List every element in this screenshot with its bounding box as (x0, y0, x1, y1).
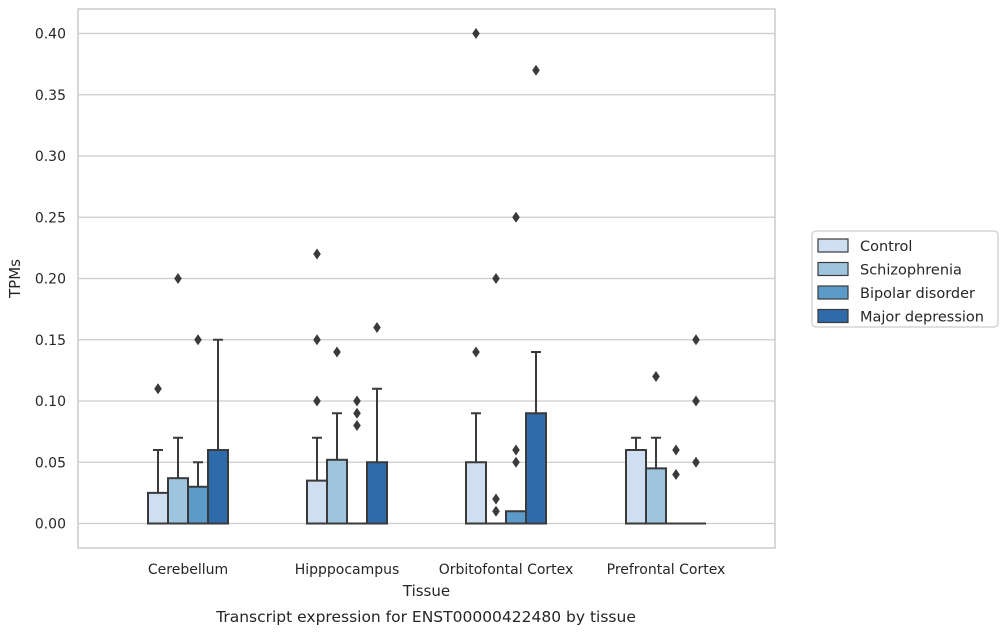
box-control (465, 28, 487, 525)
y-tick-label: 0.20 (35, 272, 66, 288)
outlier-point (492, 493, 500, 505)
box-bipolar-disorder (347, 395, 367, 525)
outlier-point (353, 395, 361, 407)
plot-frame (77, 8, 776, 549)
outlier-point (492, 505, 500, 517)
outlier-point (353, 420, 361, 431)
y-axis: 0.00 0.05 0.10 0.15 0.20 0.25 0.30 0.35 0.40 (35, 27, 66, 533)
box-control (306, 248, 328, 525)
box-rect (625, 449, 647, 525)
box-control (147, 383, 169, 525)
outlier-point (692, 395, 700, 407)
legend-label: Schizophrenia (860, 263, 962, 279)
legend-label: Bipolar disorder (860, 286, 975, 302)
box-rect (525, 412, 547, 525)
x-tick-label: Cerebellum (148, 562, 228, 578)
box-schizophrenia (645, 371, 667, 525)
legend-label: Control (860, 239, 912, 255)
outlier-point (174, 273, 182, 284)
x-tick-label: Orbitofontal Cortex (439, 562, 574, 578)
outlier-point (692, 334, 700, 346)
outlier-point (672, 444, 680, 456)
box-schizophrenia (167, 273, 189, 525)
box-bipolar-disorder (666, 444, 686, 525)
x-tick-label: Hipppocampus (295, 562, 400, 578)
box-rect (306, 479, 328, 525)
outlier-point (672, 469, 680, 480)
box-rect (465, 461, 487, 525)
outlier-point (652, 371, 660, 382)
y-axis-title: TPMs (6, 259, 24, 299)
outlier-point (472, 28, 480, 39)
box-rect (645, 467, 667, 525)
box-rect (167, 477, 189, 525)
outlier-point (353, 407, 361, 419)
legend-swatch (817, 238, 849, 253)
box-bipolar-disorder (187, 334, 209, 525)
plot-area (147, 28, 706, 525)
legend-swatch (817, 261, 849, 277)
box-rect (207, 449, 229, 525)
outlier-point (512, 456, 520, 468)
outlier-point (472, 346, 480, 358)
outlier-point (333, 346, 341, 358)
outlier-point (194, 334, 202, 346)
x-axis: Cerebellum Hipppocampus Orbitofontal Corte… (148, 562, 725, 578)
legend: Control Schizophrenia Bipolar disorder Majo… (811, 230, 999, 328)
box-schizophrenia (326, 346, 348, 525)
outlier-point (313, 248, 321, 260)
grid-lines (78, 32, 775, 525)
outlier-point (313, 395, 321, 407)
chart-caption: Transcript expression for ENST0000042248… (215, 608, 636, 626)
box-major-depression (366, 322, 388, 525)
y-tick-label: 0.05 (35, 455, 66, 471)
outlier-point (532, 64, 540, 76)
y-tick-label: 0.40 (35, 27, 66, 43)
y-tick-label: 0.10 (35, 394, 66, 410)
legend-frame (811, 230, 999, 328)
outlier-point (154, 383, 162, 395)
x-tick-label: Prefrontal Cortex (607, 562, 726, 578)
box-control (625, 436, 647, 525)
box-rect (147, 491, 169, 525)
box-rect (366, 461, 388, 525)
box-rect (505, 510, 527, 525)
x-axis-title: Tissue (402, 582, 450, 600)
outlier-point (492, 273, 500, 284)
outlier-point (512, 211, 520, 223)
box-major-depression (686, 334, 706, 525)
legend-label: Major depression (860, 310, 984, 326)
box-bipolar-disorder (505, 211, 527, 525)
box-major-depression (525, 64, 547, 525)
box-schizophrenia (486, 273, 506, 525)
box-rect (187, 485, 209, 525)
legend-swatch (817, 285, 849, 300)
outlier-point (373, 322, 381, 333)
legend-swatch (817, 308, 849, 324)
y-tick-label: 0.00 (35, 517, 66, 533)
y-tick-label: 0.25 (35, 210, 66, 226)
y-tick-label: 0.35 (35, 88, 66, 104)
y-tick-label: 0.15 (35, 333, 66, 349)
box-major-depression (207, 338, 229, 525)
outlier-point (692, 456, 700, 468)
box-rect (326, 458, 348, 525)
outlier-point (313, 334, 321, 346)
y-tick-label: 0.30 (35, 149, 66, 165)
outlier-point (512, 444, 520, 456)
